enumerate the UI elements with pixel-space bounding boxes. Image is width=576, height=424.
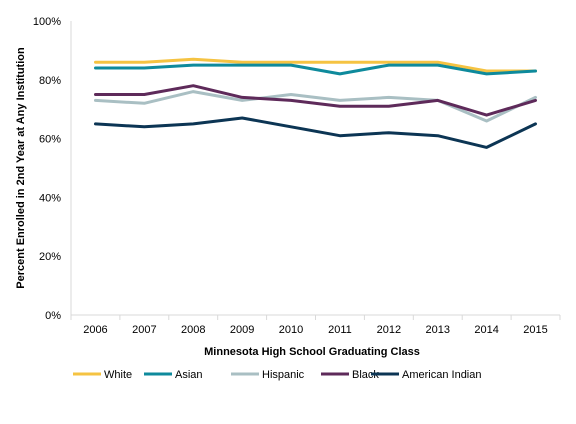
x-axis-title: Minnesota High School Graduating Class	[204, 346, 420, 358]
legend-label-hispanic: Hispanic	[262, 369, 305, 381]
series-line-american-indian	[94, 116, 537, 149]
legend-label-black: Black	[352, 369, 379, 381]
series-line-asian	[94, 63, 537, 76]
x-tick-label: 2009	[230, 324, 254, 336]
y-tick-label: 0%	[45, 310, 61, 322]
series-lines	[94, 57, 537, 149]
x-tick-label: 2013	[426, 324, 450, 336]
y-tick-label: 100%	[33, 16, 61, 28]
axes	[70, 21, 560, 316]
x-tick-label: 2012	[377, 324, 401, 336]
series-line-white	[94, 57, 537, 73]
legend-label-asian: Asian	[175, 369, 203, 381]
y-axis-title: Percent Enrolled in 2nd Year at Any Inst…	[15, 47, 27, 289]
series-line-hispanic	[94, 90, 537, 123]
x-tick-label: 2007	[132, 324, 156, 336]
x-tick-label: 2006	[83, 324, 107, 336]
y-tick-label: 40%	[39, 192, 61, 204]
legend-label-american-indian: American Indian	[402, 369, 482, 381]
x-tick-label: 2015	[523, 324, 547, 336]
y-tick-labels: 0% 20% 40% 60% 80% 100%	[33, 16, 61, 322]
x-tick-label: 2011	[328, 324, 352, 336]
series-line-black	[94, 84, 537, 117]
x-tick-label: 2014	[474, 324, 498, 336]
y-tick-label: 20%	[39, 251, 61, 263]
legend-label-white: White	[104, 369, 132, 381]
legend: White Asian Hispanic Black American Indian	[73, 369, 482, 381]
y-tick-label: 80%	[39, 75, 61, 87]
x-tick-label: 2008	[181, 324, 205, 336]
y-tick-label: 60%	[39, 134, 61, 146]
x-tick-labels: 2006 2007 2008 2009 2010 2011 2012 2013 2014 2015	[70, 315, 561, 336]
x-tick-label: 2010	[279, 324, 303, 336]
